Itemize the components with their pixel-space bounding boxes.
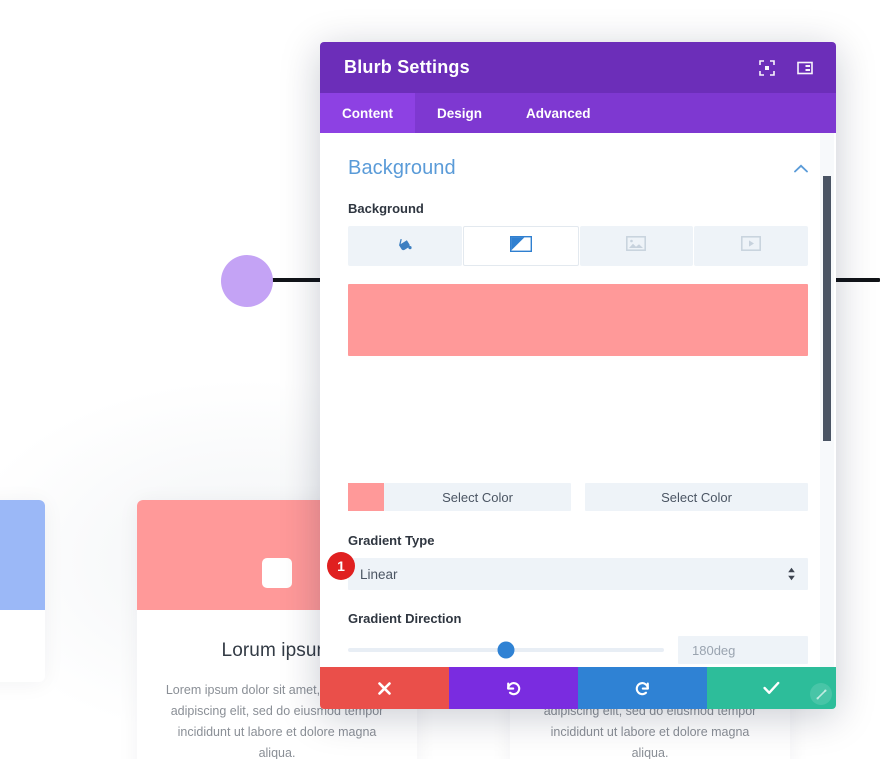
gradient-icon: [509, 235, 532, 257]
background-gradient-tab[interactable]: [462, 226, 579, 266]
card-icon: [262, 558, 292, 588]
gradient-stop-1: Select Color: [348, 483, 571, 511]
gradient-direction-slider[interactable]: [348, 641, 664, 659]
select-color-button-1[interactable]: Select Color: [384, 483, 571, 511]
color-swatch-1[interactable]: [348, 483, 384, 511]
step-badge-1: 1: [327, 552, 355, 580]
image-icon: [626, 236, 647, 256]
chevron-up-icon[interactable]: [794, 162, 808, 175]
modal-tabs: Content Design Advanced: [320, 93, 836, 133]
video-icon: [741, 236, 762, 256]
layout-toggle-icon[interactable]: [794, 57, 816, 79]
paint-bucket-icon: [396, 235, 413, 257]
select-color-button-2[interactable]: Select Color: [585, 483, 808, 511]
card-title: Lorum ipsum: [221, 640, 333, 661]
scrollbar-thumb[interactable]: [823, 176, 831, 441]
card-title: [0, 610, 45, 640]
background-image-tab[interactable]: [579, 226, 694, 266]
scrollbar-track[interactable]: [820, 133, 834, 667]
background-video-tab[interactable]: [694, 226, 808, 266]
slider-handle[interactable]: [497, 641, 515, 659]
connector-node[interactable]: [221, 255, 273, 307]
card-image: [0, 500, 45, 610]
background-section-header[interactable]: Background: [348, 157, 808, 201]
card-body: [0, 640, 45, 682]
expand-icon[interactable]: [756, 57, 778, 79]
resize-grip-icon[interactable]: [810, 683, 832, 705]
gradient-type-label: Gradient Type: [348, 533, 435, 548]
gradient-stops-row: Select Color Select Color: [348, 483, 808, 511]
chevron-updown-icon: [787, 567, 796, 582]
background-type-tabs: [348, 226, 808, 266]
gradient-preview[interactable]: [348, 284, 808, 356]
tab-advanced[interactable]: Advanced: [526, 105, 591, 121]
gradient-direction-input[interactable]: 180deg: [678, 636, 808, 664]
background-color-tab[interactable]: [348, 226, 462, 266]
save-button[interactable]: [707, 667, 836, 709]
cancel-button[interactable]: [320, 667, 449, 709]
modal-footer: [320, 667, 836, 709]
modal-header: Blurb Settings: [320, 42, 836, 93]
section-title: Background: [348, 157, 456, 179]
gradient-direction-row: 180deg: [348, 636, 808, 664]
redo-button[interactable]: [578, 667, 707, 709]
gradient-stop-2: Select Color: [585, 483, 808, 511]
blurb-settings-modal: Blurb Settings Content: [320, 42, 836, 709]
modal-title: Blurb Settings: [344, 57, 470, 77]
tab-content[interactable]: Content: [320, 93, 415, 133]
modal-body: 1 Background Background: [320, 133, 836, 667]
undo-button[interactable]: [449, 667, 578, 709]
tab-design[interactable]: Design: [437, 105, 483, 121]
gradient-type-value: Linear: [360, 566, 398, 582]
blurb-card[interactable]: [0, 500, 45, 682]
background-label: Background: [348, 201, 424, 216]
gradient-type-select[interactable]: Linear: [348, 558, 808, 590]
gradient-direction-label: Gradient Direction: [348, 611, 462, 626]
